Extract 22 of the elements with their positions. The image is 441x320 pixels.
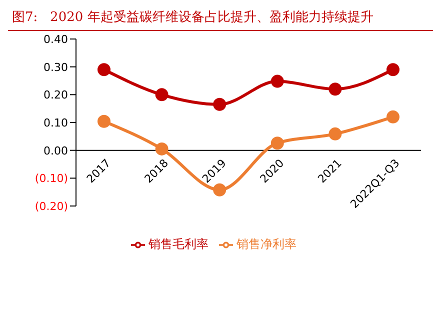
- point: [98, 114, 110, 128]
- y-tick-label: (0.10): [34, 172, 68, 186]
- y-tick-label: 0.40: [44, 33, 68, 46]
- point: [328, 82, 342, 96]
- point: [328, 127, 342, 140]
- y-tick-label: 0.00: [44, 144, 68, 158]
- point: [213, 98, 226, 111]
- point: [270, 74, 284, 88]
- y-tick-label: (0.20): [34, 200, 68, 213]
- chart-title: 图7: 2020 年起受益碳纤维设备占比提升、盈利能力持续提升: [8, 8, 433, 31]
- point: [386, 63, 400, 76]
- point: [98, 63, 110, 76]
- point: [386, 110, 400, 124]
- point: [155, 88, 168, 102]
- point: [155, 142, 168, 156]
- y-tick-label: 0.20: [44, 88, 68, 102]
- point: [213, 183, 226, 196]
- point: [270, 136, 284, 150]
- legend-label: 销售毛利率: [148, 237, 208, 251]
- y-tick-label: 0.10: [44, 116, 68, 130]
- legend-label: 销售净利率: [236, 237, 296, 251]
- y-tick-label: 0.30: [44, 60, 68, 74]
